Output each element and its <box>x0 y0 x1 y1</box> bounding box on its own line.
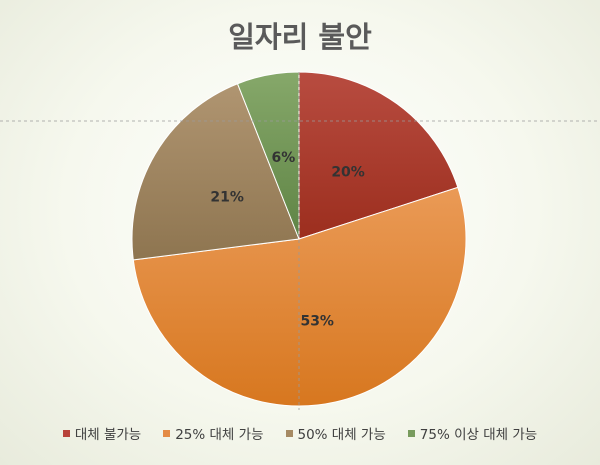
legend-label-4: 75% 이상 대체 가능 <box>419 427 538 443</box>
legend-label-2: 25% 대체 가능 <box>175 427 264 443</box>
legend-swatch-3 <box>285 429 293 437</box>
legend-swatch-1 <box>62 429 70 437</box>
slice-label-1: 20% <box>331 164 365 180</box>
legend-swatch-4 <box>407 429 415 437</box>
slice-label-4: 6% <box>271 150 295 166</box>
legend-item-3: 50% 대체 가능 <box>285 423 386 443</box>
slice-labels: 20% 53% 21% 6% <box>210 150 364 330</box>
pie-slice-3 <box>131 83 300 261</box>
legend-label-1: 대체 불가능 <box>74 427 142 443</box>
pie-slice-2 <box>132 186 467 407</box>
legend: 대체 불가능 25% 대체 가능 50% 대체 가능 75% 이상 대체 가능 <box>0 423 600 443</box>
legend-label-3: 50% 대체 가능 <box>297 427 386 443</box>
legend-item-4: 75% 이상 대체 가능 <box>407 423 538 443</box>
legend-item-2: 25% 대체 가능 <box>163 423 264 443</box>
pie-slices <box>131 71 467 407</box>
slice-label-2: 53% <box>300 313 334 329</box>
pie-slice-1 <box>298 71 459 240</box>
chart-title: 일자리 불안 <box>228 20 372 54</box>
slice-label-3: 21% <box>210 189 244 205</box>
legend-item-1: 대체 불가능 <box>62 423 142 443</box>
crosshair-guides <box>0 72 600 410</box>
legend-swatch-2 <box>163 429 171 437</box>
